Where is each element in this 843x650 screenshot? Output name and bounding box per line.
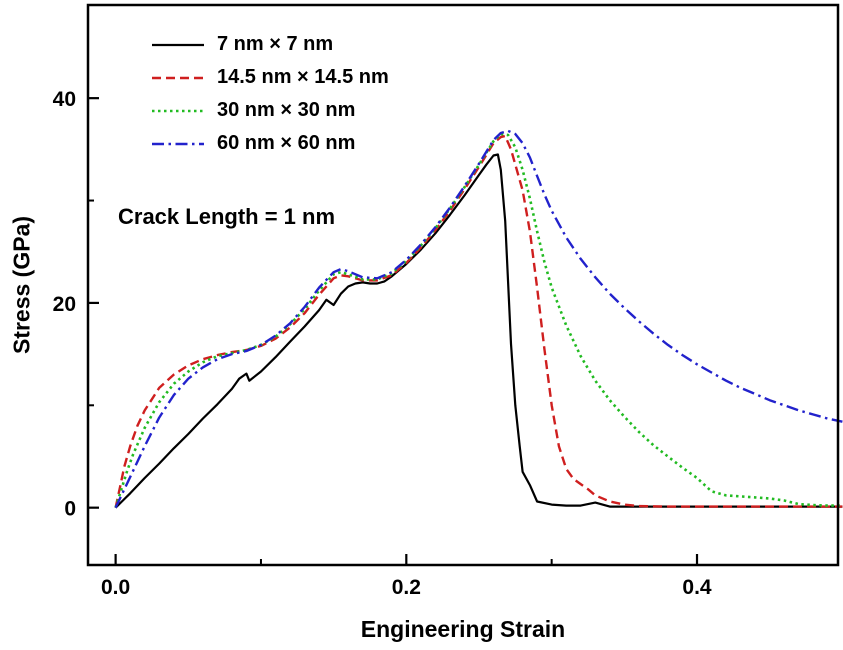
legend-item: 7 nm × 7 nm xyxy=(150,28,389,61)
y-tick-label: 0 xyxy=(64,498,76,521)
legend-label: 14.5 nm × 14.5 nm xyxy=(217,66,389,88)
series-line-3 xyxy=(114,129,843,509)
plot-frame xyxy=(86,3,840,567)
legend-item: 14.5 nm × 14.5 nm xyxy=(150,61,389,94)
legend-line-sample-icon xyxy=(152,109,204,112)
x-axis-title: Engineering Strain xyxy=(360,616,566,642)
series-line-2 xyxy=(114,132,843,509)
y-axis-title: Stress (GPa) xyxy=(8,215,35,355)
y-tick-label: 40 xyxy=(53,88,76,111)
legend-line-sample-icon xyxy=(152,142,204,145)
x-tick-label: 0.0 xyxy=(101,576,130,599)
legend-line-sample-icon xyxy=(152,76,204,79)
legend-label: 7 nm × 7 nm xyxy=(217,33,334,55)
legend-line-sample-icon xyxy=(152,43,204,46)
y-tick-label: 20 xyxy=(53,293,76,316)
crack-length-annotation: Crack Length = 1 nm xyxy=(118,204,336,229)
x-tick-label: 0.2 xyxy=(392,576,421,599)
legend-label: 60 nm × 60 nm xyxy=(217,132,356,154)
x-tick-label: 0.4 xyxy=(682,576,712,599)
legend-label: 30 nm × 30 nm xyxy=(217,99,356,121)
legend-item: 60 nm × 60 nm xyxy=(150,127,389,160)
legend: 7 nm × 7 nm 14.5 nm × 14.5 nm 30 nm × 30… xyxy=(150,28,389,160)
series-line-1 xyxy=(114,134,843,508)
legend-item: 30 nm × 30 nm xyxy=(150,94,389,127)
